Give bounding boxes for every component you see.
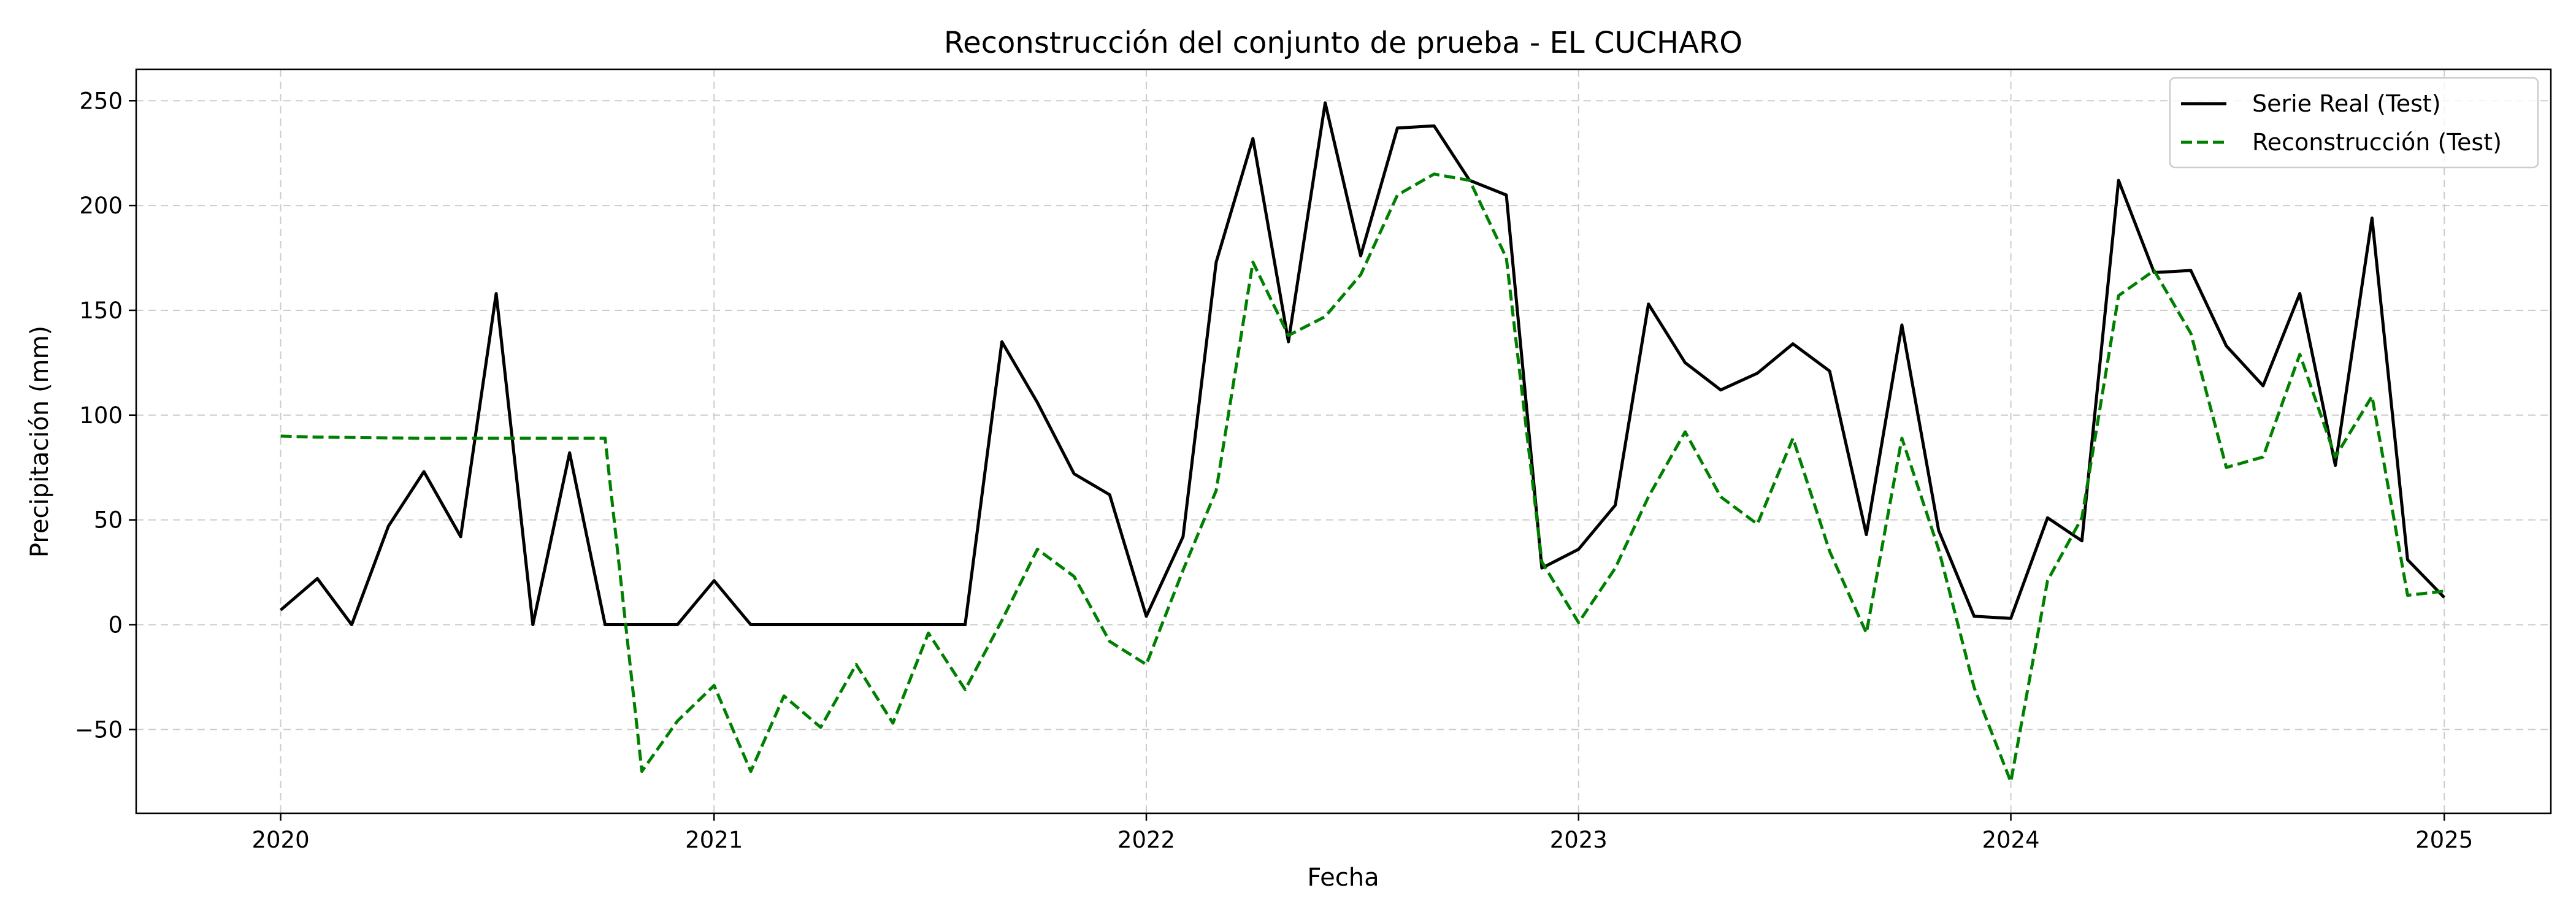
y-tick-label: 100 — [79, 402, 123, 429]
y-tick-label: 0 — [108, 611, 123, 638]
y-tick-label: −50 — [75, 716, 123, 743]
chart-title: Reconstrucción del conjunto de prueba - … — [944, 26, 1742, 60]
x-tick-label: 2020 — [251, 827, 309, 853]
x-tick-label: 2024 — [1982, 827, 2039, 853]
series-line-reconstruccion — [280, 172, 2445, 784]
series-layer — [279, 101, 2445, 784]
x-axis-title: Fecha — [1307, 864, 1379, 892]
y-tick-label: 150 — [79, 297, 123, 324]
grid — [136, 69, 2551, 813]
x-tick-label: 2023 — [1550, 827, 1608, 853]
series-line-serie-real — [279, 101, 2445, 626]
y-tick-label: 50 — [94, 507, 123, 534]
legend: Serie Real (Test) Reconstrucción (Test) — [2169, 77, 2539, 169]
plot-frame — [135, 68, 2552, 815]
x-tick-label: 2025 — [2415, 827, 2473, 853]
y-tick-label: 250 — [79, 88, 123, 114]
legend-box — [2169, 77, 2539, 169]
y-axis: −50 0 50 100 150 200 250 — [75, 88, 136, 743]
legend-label-reconstruccion: Reconstrucción (Test) — [2252, 129, 2502, 156]
y-tick-label: 200 — [79, 193, 123, 219]
y-axis-title: Precipitación (mm) — [26, 326, 54, 558]
legend-label-serie-real: Serie Real (Test) — [2252, 90, 2441, 117]
x-tick-label: 2021 — [685, 827, 743, 853]
x-tick-label: 2022 — [1117, 827, 1175, 853]
x-axis: 2020 2021 2022 2023 2024 2025 — [251, 813, 2473, 853]
